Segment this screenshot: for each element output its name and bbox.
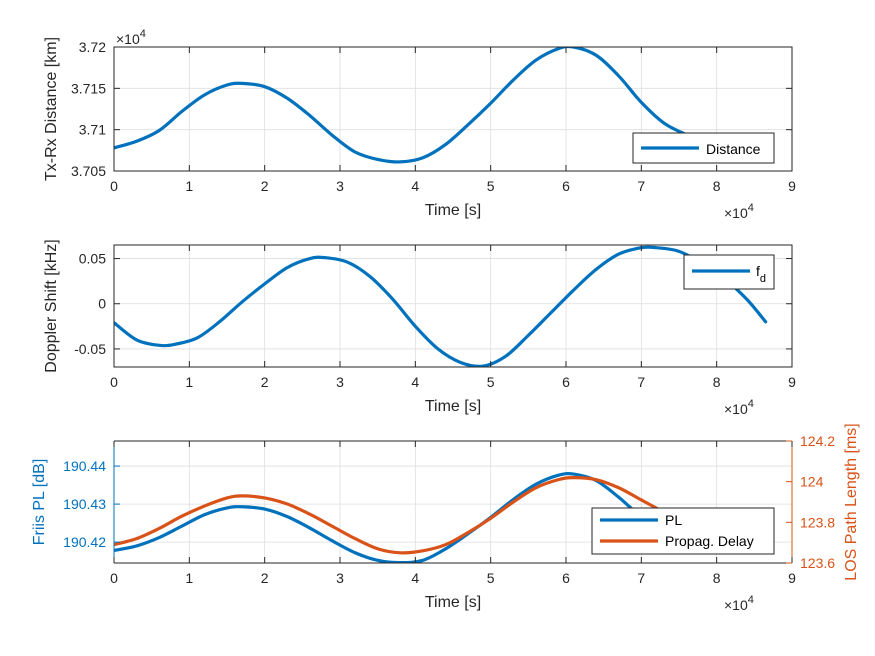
x-tick-label: 6	[562, 178, 570, 194]
x-tick-label: 7	[637, 178, 645, 194]
x-tick-label: 8	[713, 178, 721, 194]
y-tick-label: -0.05	[74, 341, 106, 357]
y-exponent-label: ×104	[116, 28, 146, 47]
y-axis-label: Doppler Shift [kHz]	[43, 239, 60, 372]
x-tick-label: 4	[411, 178, 419, 194]
y2-tick-label: 124.2	[800, 433, 835, 449]
x-tick-label: 9	[788, 178, 796, 194]
x-tick-label: 8	[713, 570, 721, 586]
x-tick-label: 1	[185, 374, 193, 390]
series-line-1	[114, 47, 756, 164]
y-tick-label: 0.05	[79, 251, 106, 267]
x-axis-label: Time [s]	[425, 398, 481, 415]
x-tick-label: 0	[110, 570, 118, 586]
y-tick-label: 0	[98, 296, 106, 312]
x-tick-label: 2	[261, 178, 269, 194]
x-tick-label: 1	[185, 178, 193, 194]
legend: PL Propag. Delay	[591, 507, 775, 555]
y-axis-label: Friis PL [dB]	[31, 459, 48, 546]
legend-label: Propag. Delay	[665, 533, 754, 549]
y-tick-label: 3.705	[71, 163, 106, 179]
legend-box	[591, 507, 775, 555]
x-tick-label: 5	[487, 178, 495, 194]
series-line-2	[114, 476, 666, 555]
x-tick-label: 5	[487, 570, 495, 586]
x-axis-label: Time [s]	[425, 594, 481, 611]
y-tick-label: 3.72	[79, 39, 106, 55]
x-tick-label: 5	[487, 374, 495, 390]
legend-label: fd	[756, 263, 766, 285]
y-tick-label: 3.715	[71, 80, 106, 96]
axis-box	[113, 244, 793, 368]
legend-label: Distance	[706, 141, 761, 157]
legend-label: PL	[665, 512, 682, 528]
plot-area	[114, 245, 792, 367]
x-tick-label: 8	[713, 374, 721, 390]
x-exponent-label: ×104	[724, 202, 754, 221]
x-tick-label: 1	[185, 570, 193, 586]
subplot-3: 0 1 2 3 4 5 6 7 8 9 190.42 190.43 190.44 123.6 123.8 12…	[31, 423, 860, 613]
y-tick-label: 3.71	[79, 122, 106, 138]
legend: Distance	[632, 132, 775, 164]
y2-tick-label: 123.8	[800, 514, 835, 530]
x-tick-label: 0	[110, 178, 118, 194]
y-tick-label: 190.44	[63, 458, 106, 474]
subplot-2: 0 1 2 3 4 5 6 7 8 9 -0.05 0 0.05 Time [s] Doppler Shif…	[43, 239, 796, 417]
x-tick-label: 6	[562, 570, 570, 586]
x-tick-label: 3	[336, 178, 344, 194]
x-axis-label: Time [s]	[425, 202, 481, 219]
x-tick-label: 0	[110, 374, 118, 390]
x-tick-label: 4	[411, 570, 419, 586]
legend: fd	[683, 254, 775, 290]
x-tick-label: 2	[261, 570, 269, 586]
y-tick-label: 190.42	[63, 534, 106, 550]
x-tick-label: 4	[411, 374, 419, 390]
y2-tick-label: 124	[800, 474, 824, 490]
x-exponent-label: ×104	[724, 594, 754, 613]
x-tick-label: 6	[562, 374, 570, 390]
series-line-1	[114, 245, 768, 367]
x-tick-label: 9	[788, 374, 796, 390]
y-tick-label: 190.43	[63, 496, 106, 512]
y-axis-label: Tx-Rx Distance [km]	[43, 37, 60, 181]
x-tick-label: 7	[637, 570, 645, 586]
x-tick-label: 7	[637, 374, 645, 390]
subplot-1: 0 1 2 3 4 5 6 7 8 9 3.705 3.71 3.715 3.72 Time [s] Tx-R…	[43, 28, 796, 221]
y2-axis-label: LOS Path Length [ms]	[843, 423, 860, 580]
axis-box	[113, 46, 793, 172]
x-exponent-label: ×104	[724, 398, 754, 417]
x-tick-label: 3	[336, 570, 344, 586]
x-tick-label: 2	[261, 374, 269, 390]
x-tick-label: 9	[788, 570, 796, 586]
y2-tick-label: 123.6	[800, 555, 835, 571]
x-tick-label: 3	[336, 374, 344, 390]
